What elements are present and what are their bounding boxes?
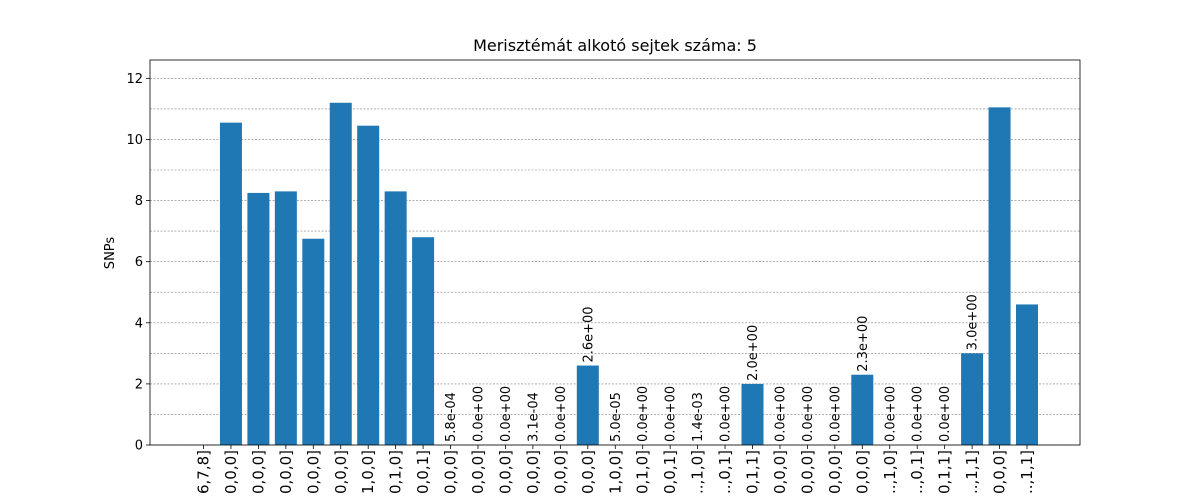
x-tick-label: 0,0,1] xyxy=(661,450,679,494)
x-tick-label: 0,0,0] xyxy=(991,450,1009,494)
value-label: 0.0e+00 xyxy=(938,386,953,442)
x-tick-label: 0,0,0] xyxy=(332,450,350,494)
x-tick-label: 0,0,0] xyxy=(551,450,569,494)
bar xyxy=(412,237,435,445)
bar xyxy=(302,238,325,445)
x-tick-label: 0,0,0] xyxy=(524,450,542,494)
bar xyxy=(357,125,380,445)
x-tick-label: 0,0,0] xyxy=(853,450,871,494)
bar xyxy=(576,365,599,445)
value-label: 1.4e-03 xyxy=(691,392,706,442)
value-label: 2.3e+00 xyxy=(856,316,871,372)
bar xyxy=(741,383,764,445)
value-label: 0.0e+00 xyxy=(828,386,843,442)
x-tick-label: ..,1,0] xyxy=(689,450,707,494)
y-tick-label: 8 xyxy=(135,194,143,209)
value-label: 0.0e+00 xyxy=(499,386,514,442)
x-tick-label: 0,1,1] xyxy=(936,450,954,494)
x-tick-label: 0,0,0] xyxy=(798,450,816,494)
x-tick-label: ..,1,0] xyxy=(881,450,899,494)
plot-frame xyxy=(149,59,1081,446)
y-tick-label: 0 xyxy=(135,439,143,454)
x-tick-label: 0,0,0] xyxy=(222,450,240,494)
bar xyxy=(988,107,1011,445)
x-tick-label: ..,1,1] xyxy=(963,450,981,494)
x-tick-label: 0,1,1] xyxy=(744,450,762,494)
bar xyxy=(329,102,352,446)
x-tick-label: 1,0,0] xyxy=(606,450,624,494)
value-label: 5.0e-05 xyxy=(609,392,624,442)
x-tick-label: 6,7,8] xyxy=(195,450,213,494)
value-label: 2.0e+00 xyxy=(746,325,761,381)
value-label: 5.8e-04 xyxy=(444,392,459,442)
y-tick-label: 10 xyxy=(126,133,143,148)
x-tick-label: 0,0,0] xyxy=(277,450,295,494)
x-tick-label: 0,0,0] xyxy=(249,450,267,494)
x-tick-label: 1,0,0] xyxy=(359,450,377,494)
bar xyxy=(1016,304,1038,445)
x-tick-label: 0,0,0] xyxy=(579,450,597,494)
y-tick-label: 12 xyxy=(126,72,143,87)
bar xyxy=(384,191,407,445)
x-tick-label: 0,1,0] xyxy=(387,450,405,494)
x-tick-label: 0,0,0] xyxy=(826,450,844,494)
chart-title: Merisztémát alkotó sejtek száma: 5 xyxy=(473,36,757,55)
x-tick-label: 0,0,1] xyxy=(414,450,432,494)
value-label: 0.0e+00 xyxy=(472,386,487,442)
x-tick-label: ..,1,1] xyxy=(1018,450,1036,494)
value-label: 0.0e+00 xyxy=(664,386,679,442)
bar xyxy=(851,374,874,445)
value-label: 0.0e+00 xyxy=(636,386,651,442)
bar xyxy=(274,191,297,445)
y-tick-label: 4 xyxy=(135,316,143,331)
x-tick-label: 0,1,0] xyxy=(634,450,652,494)
bar xyxy=(219,122,242,445)
x-tick-label: ..,0,1] xyxy=(908,450,926,494)
x-tick-label: 0,0,0] xyxy=(469,450,487,494)
bar xyxy=(961,353,984,445)
value-label: 0.0e+00 xyxy=(911,386,926,442)
value-label: 0.0e+00 xyxy=(773,386,788,442)
value-label: 2.6e+00 xyxy=(581,306,596,362)
value-label: 0.0e+00 xyxy=(801,386,816,442)
y-axis-label: SNPs xyxy=(103,237,118,270)
bar xyxy=(247,192,270,445)
value-label: 3.1e-04 xyxy=(526,392,541,442)
y-tick-label: 2 xyxy=(135,377,143,392)
value-label: 0.0e+00 xyxy=(719,386,734,442)
value-label: 3.0e+00 xyxy=(966,294,981,350)
x-tick-label: 0,0,0] xyxy=(442,450,460,494)
x-tick-label: 0,0,0] xyxy=(304,450,322,494)
value-label: 0.0e+00 xyxy=(554,386,569,442)
x-tick-label: 0,0,0] xyxy=(771,450,789,494)
x-tick-label: 0,0,0] xyxy=(496,450,514,494)
value-label: 0.0e+00 xyxy=(883,386,898,442)
x-tick-label: ..,0,1] xyxy=(716,450,734,494)
y-tick-label: 6 xyxy=(135,255,143,270)
